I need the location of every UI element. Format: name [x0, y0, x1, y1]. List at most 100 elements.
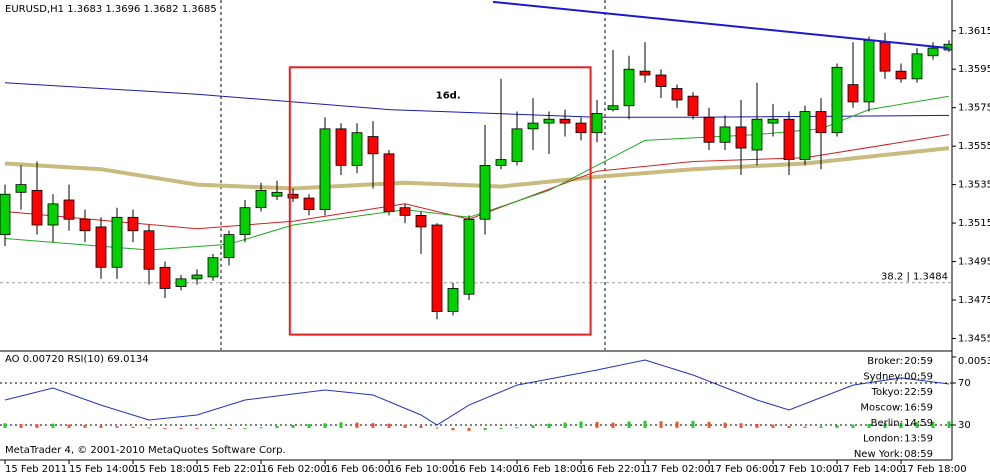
candle-body — [847, 84, 859, 103]
candle-body — [255, 189, 267, 209]
moving-average — [4, 146, 950, 191]
candle-body — [543, 118, 555, 124]
candle-body — [559, 118, 571, 124]
candle-body — [623, 68, 635, 107]
ao-bar — [483, 427, 487, 430]
x-tick-label: 15 Feb 18:00 — [133, 464, 199, 475]
ao-bar — [99, 425, 103, 428]
y-tick-label: 1.3595 — [958, 64, 990, 75]
fib-label: 38.2 | 1.3484 — [881, 272, 948, 283]
ao-bar — [3, 423, 7, 428]
ao-bar — [195, 427, 199, 429]
candle-body — [159, 266, 171, 289]
y-tick-label: 1.3555 — [958, 141, 990, 152]
candle-body — [191, 274, 203, 280]
y-tick-label: 1.3475 — [958, 295, 990, 306]
y-tick-label: 1.3535 — [958, 180, 990, 191]
candle-body — [575, 122, 587, 134]
ao-bar — [163, 427, 167, 429]
ao-bar — [83, 424, 87, 428]
x-tick-label: 17 Feb 10:00 — [773, 464, 839, 475]
ao-bar — [227, 427, 231, 429]
clock-label: London: — [863, 434, 903, 445]
x-tick-label: 16 Feb 14:00 — [453, 464, 519, 475]
clock-label: New York: — [854, 449, 903, 460]
ao-bar — [67, 424, 71, 428]
ao-bar — [787, 425, 791, 428]
x-tick-label: 16 Feb 06:00 — [325, 464, 391, 475]
candle-body — [799, 111, 811, 161]
y-tick-label: 1.3515 — [958, 218, 990, 229]
candle-body — [479, 164, 491, 220]
x-tick-label: 15 Feb 14:00 — [69, 464, 135, 475]
symbol-title: EURUSD,H1 1.3683 1.3696 1.3682 1.3685 — [5, 4, 217, 15]
candle-body — [383, 153, 395, 212]
ao-bar — [451, 427, 455, 431]
ao-bar — [947, 421, 951, 428]
y2-tick-label: 70 — [958, 378, 971, 389]
ao-bar — [595, 421, 599, 428]
footer: MetaTrader 4, © 2001-2010 MetaQuotes Sof… — [5, 445, 286, 456]
clock-label: Tokyo: — [871, 387, 903, 398]
candle-body — [15, 184, 27, 193]
candle-body — [815, 111, 827, 134]
candle-body — [79, 218, 91, 232]
candle-body — [495, 159, 507, 166]
candle-body — [607, 105, 619, 111]
candle-body — [879, 41, 891, 72]
y-tick-label: 1.3455 — [958, 333, 990, 344]
ao-bar — [691, 420, 695, 428]
clock-time: 13:59 — [904, 434, 933, 445]
ao-bar — [35, 424, 39, 428]
ao-bar — [867, 423, 871, 428]
candle-body — [671, 88, 683, 101]
candle-body — [303, 197, 315, 211]
indicator-pane — [0, 359, 952, 431]
clock-label: Berlin: — [871, 418, 903, 429]
candle-body — [351, 132, 363, 166]
y2-tick-label: 30 — [958, 420, 971, 431]
moving-average — [4, 82, 950, 118]
candle-body — [911, 53, 923, 80]
ao-bar — [115, 426, 119, 428]
ao-bar — [643, 420, 647, 428]
clock-time: 16:59 — [904, 403, 933, 414]
candle-body — [767, 118, 779, 124]
ao-bar — [755, 423, 759, 428]
y-tick-label: 1.3495 — [958, 257, 990, 268]
candle-body — [895, 70, 907, 80]
candle-body — [223, 234, 235, 259]
candle-body — [287, 193, 299, 199]
clock-time: 14:59 — [904, 418, 933, 429]
candle-body — [95, 226, 107, 268]
ao-bar — [611, 422, 615, 428]
ao-bar — [547, 423, 551, 428]
ao-bar — [899, 422, 903, 428]
x-tick-label: 17 Feb 06:00 — [709, 464, 775, 475]
x-tick-label: 17 Feb 02:00 — [645, 464, 711, 475]
candle-body — [863, 39, 875, 103]
candle-body — [687, 95, 699, 116]
ao-bar — [563, 422, 567, 428]
candle-body — [831, 66, 843, 134]
ao-bar — [931, 421, 935, 428]
ao-bar — [467, 427, 471, 431]
clock-time: 08:59 — [904, 449, 933, 460]
candle-body — [431, 224, 443, 312]
ao-bar — [371, 423, 375, 428]
y-tick-label: 1.3615 — [958, 26, 990, 37]
ao-bar — [435, 427, 439, 429]
ao-bar — [147, 427, 151, 429]
x-tick-label: 15 Feb 2011 — [5, 464, 67, 475]
x-tick-label: 16 Feb 22:01 — [581, 464, 647, 475]
candle-body — [783, 118, 795, 161]
clock-label: Sydney: — [863, 372, 903, 383]
candle-body — [751, 118, 763, 151]
ao-bar — [819, 426, 823, 428]
ao-bar — [131, 426, 135, 428]
ao-bar — [355, 422, 359, 428]
ao-bar — [51, 423, 55, 428]
x-tick-label: 16 Feb 10:00 — [389, 464, 455, 475]
